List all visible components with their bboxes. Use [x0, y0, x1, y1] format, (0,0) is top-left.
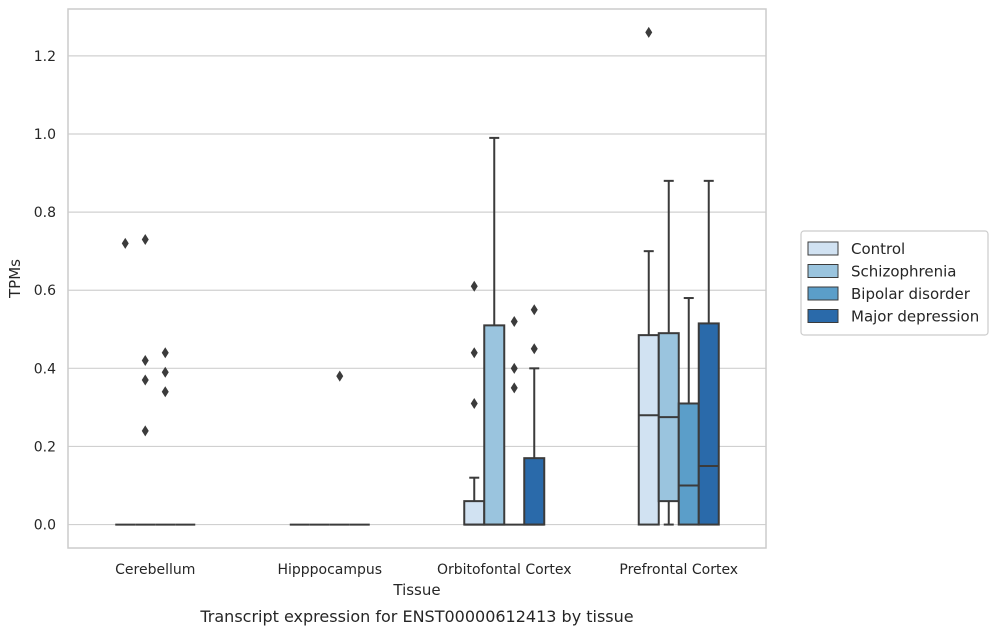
y-tick-label: 0.2: [34, 439, 56, 455]
y-tick-label: 0.8: [34, 205, 56, 221]
x-axis-ticks: Cerebellum Hipppocampus Orbitofontal Corte…: [115, 562, 738, 578]
box-body: [697, 322, 720, 526]
box-body: [463, 500, 486, 526]
y-tick-label: 0.6: [34, 283, 56, 299]
box: [523, 304, 546, 526]
box-body: [483, 324, 506, 526]
legend-item: Major depression: [807, 308, 979, 326]
legend: Control Schizophrenia Bipolar disorder Majo…: [800, 230, 989, 336]
x-tick-label: Prefrontal Cortex: [619, 562, 738, 578]
box: [697, 179, 720, 526]
outlier-point: [510, 382, 518, 394]
y-axis-ticks: 0.0 0.2 0.4 0.6 0.8 1.0 1.2: [34, 49, 56, 534]
outlier-point: [336, 370, 344, 382]
outlier-point: [121, 237, 129, 249]
outlier-point: [141, 425, 149, 437]
outlier-point: [645, 26, 653, 38]
outlier-point: [470, 397, 478, 409]
box-series: [115, 26, 720, 526]
y-tick-label: 0.4: [34, 361, 56, 377]
legend-label: Major depression: [851, 308, 979, 326]
box: [135, 233, 156, 526]
legend-item: Schizophrenia: [807, 263, 956, 281]
x-axis-label: Tissue: [392, 581, 440, 599]
legend-swatch: [807, 309, 839, 323]
box: [483, 136, 506, 526]
legend-frame: [800, 230, 989, 336]
box: [329, 370, 350, 526]
y-tick-label: 0.0: [34, 518, 56, 534]
y-tick-label: 1.2: [34, 49, 56, 65]
y-axis-label: TPMs: [6, 259, 24, 299]
outlier-point: [470, 280, 478, 292]
x-tick-label: Cerebellum: [115, 562, 195, 578]
legend-item: Bipolar disorder: [807, 285, 971, 303]
outlier-point: [510, 362, 518, 374]
box: [115, 237, 136, 526]
outlier-point: [530, 304, 538, 316]
box-body: [637, 334, 660, 526]
plot-frame: [67, 8, 767, 549]
x-tick-label: Orbitofontal Cortex: [437, 562, 572, 578]
outlier-point: [161, 386, 169, 398]
outlier-point: [161, 366, 169, 378]
outlier-point: [141, 233, 149, 245]
series-group: [175, 179, 720, 526]
legend-label: Control: [851, 240, 905, 258]
legend-swatch: [807, 286, 839, 301]
outlier-point: [141, 374, 149, 386]
y-tick-label: 1.0: [34, 127, 56, 143]
legend-swatch: [807, 264, 839, 278]
box: [504, 315, 525, 526]
outlier-point: [510, 315, 518, 327]
box-body: [523, 457, 546, 526]
x-tick-label: Hipppocampus: [277, 562, 382, 578]
box: [155, 347, 176, 526]
chart-caption: Transcript expression for ENST0000061241…: [199, 607, 633, 626]
box-body: [677, 402, 700, 526]
outlier-point: [530, 343, 538, 355]
legend-item: Control: [807, 240, 905, 258]
outlier-point: [470, 347, 478, 359]
box: [463, 280, 486, 526]
outlier-point: [141, 355, 149, 367]
legend-label: Schizophrenia: [851, 263, 956, 281]
legend-label: Bipolar disorder: [851, 285, 971, 303]
outlier-point: [161, 347, 169, 359]
series-group: [135, 136, 680, 526]
legend-swatch: [807, 241, 839, 256]
